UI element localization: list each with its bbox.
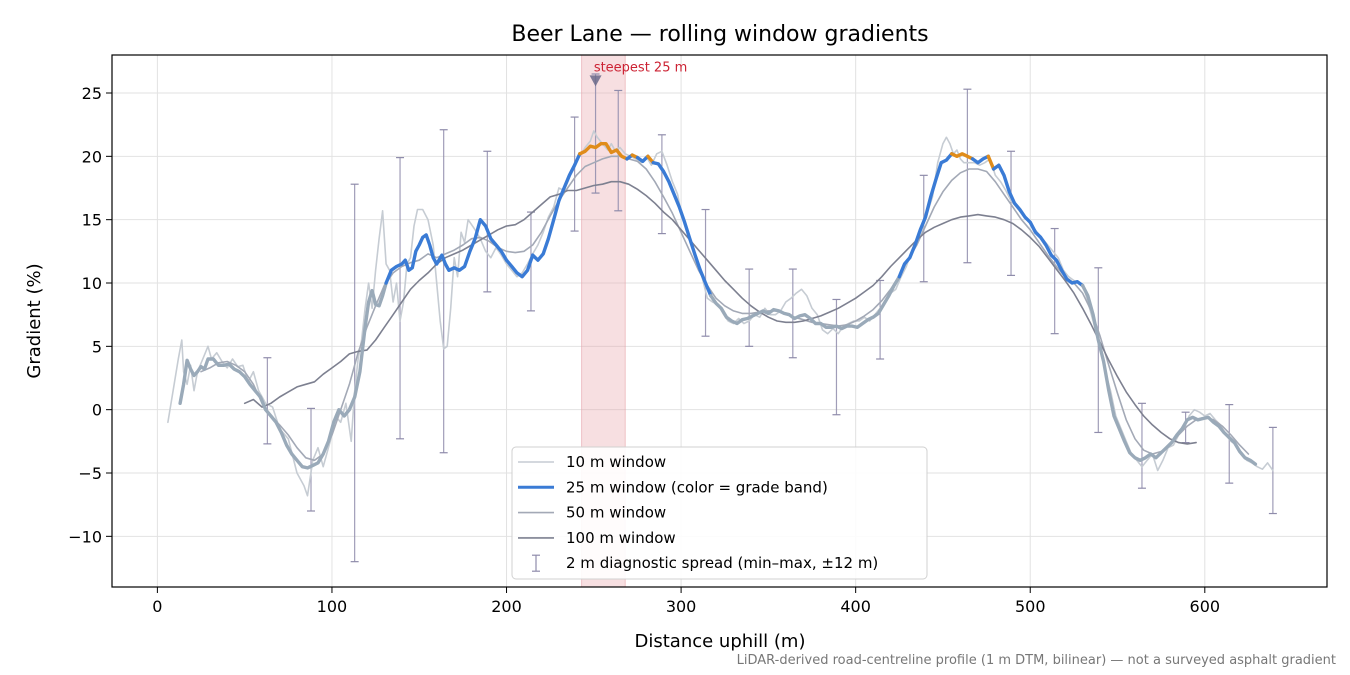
errorbar xyxy=(1050,227,1059,335)
x-tick-label: 300 xyxy=(666,597,697,616)
legend-entry: 10 m window xyxy=(518,453,666,471)
series-25m-segment xyxy=(986,154,996,171)
legend-entry: 25 m window (color = grade band) xyxy=(518,478,828,496)
legend-label: 100 m window xyxy=(566,529,676,547)
series-25m-segment xyxy=(1080,283,1258,466)
y-tick-label: 20 xyxy=(82,147,102,166)
x-tick-label: 0 xyxy=(152,597,162,616)
legend-label: 50 m window xyxy=(566,504,666,522)
x-tick-label: 200 xyxy=(491,597,522,616)
y-tick-label: 5 xyxy=(92,337,102,356)
series-25m-segment xyxy=(178,281,388,470)
steepest-label: steepest 25 m xyxy=(594,60,687,75)
errorbar xyxy=(788,268,797,359)
errorbar xyxy=(963,88,972,264)
legend-label: 25 m window (color = grade band) xyxy=(566,478,828,496)
steepest-marker-layer: steepest 25 m xyxy=(589,60,687,87)
y-tick-label: −10 xyxy=(68,527,102,546)
footnote: LiDAR-derived road-centreline profile (1… xyxy=(737,653,1336,668)
series-25m-segment xyxy=(950,152,975,161)
errorbar xyxy=(570,116,579,232)
series-25m-segment xyxy=(635,154,650,164)
series-25m-segment xyxy=(384,152,582,285)
legend-label: 2 m diagnostic spread (min–max, ±12 m) xyxy=(566,554,878,572)
plot-frame xyxy=(111,54,1328,588)
x-axis-label: Distance uphill (m) xyxy=(635,631,806,652)
errorbar xyxy=(701,208,710,337)
series-25m-segment xyxy=(578,142,629,161)
legend: 10 m window 25 m window (color = grade ba… xyxy=(511,446,928,580)
errorbar xyxy=(1225,404,1234,484)
legend-entry: 2 m diagnostic spread (min–max, ±12 m) xyxy=(532,554,878,572)
errorbar xyxy=(832,298,841,416)
legend-box xyxy=(511,446,928,580)
errorbar xyxy=(1094,267,1103,434)
axis-ticks: 0 100 200 300 400 500 600 −10 −5 0 5 10 15 20 25 xyxy=(68,84,1220,616)
errorbar xyxy=(263,357,272,445)
series-25m-segment xyxy=(991,163,1085,288)
series-25m-segment xyxy=(651,161,713,298)
legend-entry: 100 m window xyxy=(518,529,676,547)
errorbar xyxy=(1007,150,1016,276)
steepest-marker xyxy=(589,75,602,87)
y-tick-label: 15 xyxy=(82,211,102,230)
series-25m-segment xyxy=(897,152,954,279)
errorbar xyxy=(439,129,448,454)
y-tick-label: 25 xyxy=(82,84,102,103)
legend-entry: 50 m window xyxy=(518,504,666,522)
errorbar xyxy=(1137,402,1146,489)
x-tick-label: 100 xyxy=(317,597,348,616)
x-tick-label: 400 xyxy=(840,597,871,616)
errorbar xyxy=(350,183,359,563)
series-25m-segment xyxy=(970,154,990,165)
errorbar xyxy=(396,157,405,440)
y-tick-label: −5 xyxy=(78,464,102,483)
chart-title: Beer Lane — rolling window gradients xyxy=(511,22,928,47)
x-tick-label: 600 xyxy=(1190,597,1221,616)
legend-label: 10 m window xyxy=(566,453,666,471)
errorbar xyxy=(483,150,492,293)
x-tick-label: 500 xyxy=(1015,597,1046,616)
y-axis-label: Gradient (%) xyxy=(24,263,45,378)
errorbar xyxy=(745,268,754,347)
series-25m-segment xyxy=(709,275,901,331)
series-layer xyxy=(167,130,1274,497)
grid xyxy=(112,55,1327,587)
y-tick-label: 0 xyxy=(92,401,102,420)
y-tick-label: 10 xyxy=(82,274,102,293)
series-100m-line xyxy=(243,180,1197,445)
